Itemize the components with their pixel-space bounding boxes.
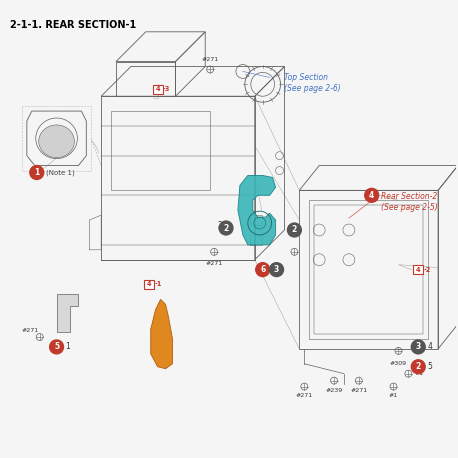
Polygon shape: [238, 175, 276, 245]
Text: #1: #1: [414, 371, 424, 376]
Text: #1: #1: [389, 393, 398, 398]
Circle shape: [411, 340, 425, 354]
Text: 2: 2: [224, 224, 229, 233]
Text: 2-1-1. REAR SECTION-1: 2-1-1. REAR SECTION-1: [10, 20, 136, 30]
Text: 1: 1: [34, 168, 39, 177]
Circle shape: [270, 263, 284, 277]
Text: 5: 5: [54, 343, 59, 351]
Text: 2: 2: [218, 221, 223, 229]
Text: #271: #271: [296, 393, 313, 398]
Circle shape: [30, 166, 44, 180]
Text: #239: #239: [326, 387, 343, 393]
FancyBboxPatch shape: [413, 265, 423, 274]
Circle shape: [365, 188, 379, 202]
FancyBboxPatch shape: [144, 280, 154, 289]
Polygon shape: [57, 294, 78, 332]
Text: 4: 4: [427, 343, 432, 351]
Text: 2: 2: [416, 362, 421, 371]
Circle shape: [49, 340, 64, 354]
Text: #271: #271: [202, 56, 219, 61]
Circle shape: [288, 223, 301, 237]
Text: #271: #271: [350, 387, 367, 393]
Text: -2: -2: [424, 267, 431, 273]
Circle shape: [411, 360, 425, 374]
Text: 2: 2: [292, 225, 297, 234]
Text: Top Section
(See page 2-6): Top Section (See page 2-6): [284, 73, 341, 93]
Text: 5: 5: [427, 362, 432, 371]
Text: 3: 3: [416, 343, 421, 351]
Ellipse shape: [39, 125, 74, 158]
Text: -3: -3: [163, 86, 170, 92]
Text: #271: #271: [21, 328, 38, 333]
Text: -1: -1: [154, 282, 162, 288]
Circle shape: [219, 221, 233, 235]
Text: #271: #271: [206, 261, 223, 266]
Text: 4: 4: [369, 191, 374, 200]
Text: 4: 4: [416, 267, 420, 273]
Text: Rear Section-2
(See page 2-5): Rear Section-2 (See page 2-5): [381, 192, 437, 212]
Text: #309: #309: [390, 361, 407, 366]
Text: 4: 4: [155, 86, 160, 92]
Text: 1: 1: [65, 343, 70, 351]
Text: 4: 4: [147, 282, 151, 288]
Text: 6: 6: [260, 265, 265, 274]
Text: (Note 1): (Note 1): [46, 169, 75, 176]
Text: 3: 3: [274, 265, 279, 274]
FancyBboxPatch shape: [153, 85, 163, 94]
Circle shape: [256, 263, 270, 277]
Polygon shape: [151, 300, 173, 369]
